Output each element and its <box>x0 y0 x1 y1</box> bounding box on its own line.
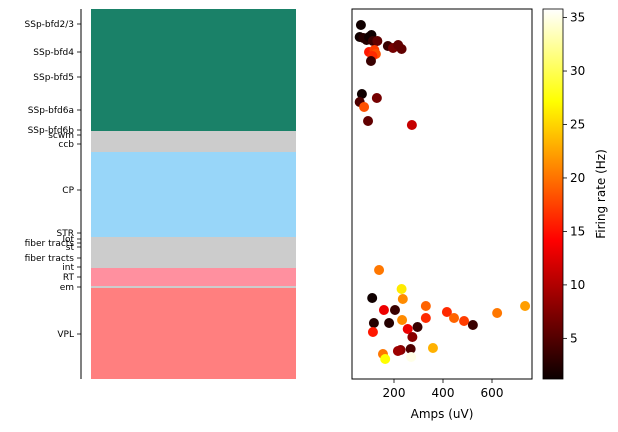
colorbar-label: Firing rate (Hz) <box>594 149 608 239</box>
x-axis-label: Amps (uV) <box>411 407 474 421</box>
data-point <box>367 293 378 303</box>
data-point <box>389 305 400 315</box>
region-tick-label: STR <box>57 229 74 239</box>
scatter-panel: 200 400 600 Amps (uV) <box>351 8 533 421</box>
colorbar-tick-label: 30 <box>570 64 585 78</box>
data-point <box>406 120 417 130</box>
region-tick-labels: SSp-bfd2/3 SSp-bfd4 SSp-bfd5 SSp-bfd6a SSp-b… <box>25 20 81 340</box>
data-point <box>467 320 478 330</box>
data-point <box>492 308 503 318</box>
region-band <box>91 286 296 288</box>
colorbar-tick-label: 10 <box>570 278 585 292</box>
x-axis-ticks: 200 400 600 <box>383 379 504 400</box>
scatter-plot-area <box>351 8 533 380</box>
data-point <box>371 93 382 103</box>
region-band <box>91 152 296 237</box>
data-point <box>396 44 407 54</box>
region-band <box>91 268 296 286</box>
region-tick-label: SSp-bfd5 <box>33 73 74 83</box>
region-tick-label: ccb <box>58 140 74 150</box>
data-point <box>520 301 531 311</box>
region-tick-label: scwm <box>48 131 74 141</box>
data-point <box>420 301 431 311</box>
data-point <box>356 89 367 99</box>
colorbar-tick-label: 35 <box>570 11 585 25</box>
region-tick-label: SSp-bfd6b <box>28 126 75 136</box>
data-point <box>441 307 452 317</box>
colorbar-tick-label: 25 <box>570 117 585 131</box>
region-tick-label: lot <box>62 235 74 245</box>
region-tick-label: SSp-bfd2/3 <box>25 20 74 30</box>
region-band <box>91 288 296 379</box>
data-point <box>355 20 366 30</box>
scatter-points <box>354 20 531 364</box>
x-tick-label: 600 <box>481 386 504 400</box>
data-point <box>363 116 374 126</box>
region-tick-label: CP <box>62 186 74 196</box>
data-point <box>412 322 423 332</box>
data-point <box>367 327 378 337</box>
data-point <box>397 315 408 325</box>
data-point <box>459 316 470 326</box>
data-point <box>396 284 407 294</box>
region-band <box>91 131 296 152</box>
x-tick-label: 200 <box>383 386 406 400</box>
colorbar-gradient <box>542 8 564 380</box>
region-bands <box>91 9 296 379</box>
data-point <box>372 36 383 46</box>
data-point <box>405 344 416 354</box>
data-point <box>384 318 395 328</box>
data-point <box>392 346 403 356</box>
data-point <box>359 102 370 112</box>
data-point <box>397 294 408 304</box>
region-tick-label: fiber tracts <box>25 254 75 264</box>
region-tick-label: RT <box>63 273 75 283</box>
data-point <box>374 265 385 275</box>
region-tick-label: VPL <box>57 330 74 340</box>
data-point <box>368 318 379 328</box>
data-point <box>406 352 417 362</box>
region-tick-label: int <box>62 263 74 273</box>
data-point <box>427 343 438 353</box>
data-point <box>365 56 376 66</box>
colorbar-tick-label: 20 <box>570 171 585 185</box>
region-band <box>91 9 296 131</box>
colorbar-tick-label: 15 <box>570 224 585 238</box>
region-tick-label: st <box>66 243 75 253</box>
colorbar-tick-label: 5 <box>570 331 578 345</box>
region-tick-label: SSp-bfd4 <box>33 48 74 58</box>
colorbar: 5 10 15 20 25 30 35 Firing rate (Hz) <box>542 8 608 380</box>
data-point <box>380 354 391 364</box>
data-point <box>449 313 460 323</box>
region-band <box>91 237 296 268</box>
data-point <box>407 332 418 342</box>
colorbar-ticks: 5 10 15 20 25 30 35 <box>563 11 585 345</box>
region-tick-label: fiber tracts <box>25 239 75 249</box>
data-point <box>420 313 431 323</box>
x-tick-label: 400 <box>432 386 455 400</box>
data-point <box>402 324 413 334</box>
region-tick-label: SSp-bfd6a <box>28 106 74 116</box>
region-track-panel: SSp-bfd2/3 SSp-bfd4 SSp-bfd5 SSp-bfd6a SSp-b… <box>25 9 296 379</box>
data-point <box>378 305 389 315</box>
region-tick-label: em <box>60 283 74 293</box>
